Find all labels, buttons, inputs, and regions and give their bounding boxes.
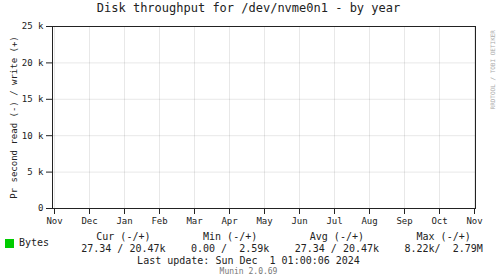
html-text:Last update: Sun Dec 1 01:00:0: Last update: Sun Dec 1 01:00:06 2024 <box>137 255 360 266</box>
svg-text:Jan: Jan <box>116 216 132 226</box>
svg-text:10 k: 10 k <box>22 131 44 141</box>
html-text:Disk throughput for /dev/nvme0: Disk throughput for /dev/nvme0n1 - by ye… <box>96 1 401 15</box>
svg-text:Jul: Jul <box>326 216 342 226</box>
svg-text:20 k: 20 k <box>22 58 44 68</box>
svg-text:Feb: Feb <box>151 216 167 226</box>
html-text:8.22k/ 2.79M: 8.22k/ 2.79M <box>404 243 483 254</box>
svg-text:Nov: Nov <box>46 216 62 226</box>
html-text:Cur (-/+): Cur (-/+) <box>96 231 151 242</box>
html-text:Min (-/+): Min (-/+) <box>203 231 258 242</box>
html-text:RRDTOOL / TOBI OETIKER: RRDTOOL / TOBI OETIKER <box>489 30 496 110</box>
html-text:Munin 2.0.69: Munin 2.0.69 <box>219 267 278 276</box>
svg-text:0: 0 <box>38 203 43 213</box>
svg-text:Jun: Jun <box>291 216 307 226</box>
svg-text:5 k: 5 k <box>27 167 44 177</box>
svg-text:Apr: Apr <box>221 216 238 226</box>
html-text:27.34 / 20.47k: 27.34 / 20.47k <box>294 243 379 254</box>
html-text:27.34 / 20.47k: 27.34 / 20.47k <box>81 243 166 254</box>
html-text:Avg (-/+): Avg (-/+) <box>309 231 364 242</box>
svg-text:Pr second read (-) / write (+): Pr second read (-) / write (+) <box>9 36 19 199</box>
html-text:Max (-/+): Max (-/+) <box>416 231 471 242</box>
svg-text:May: May <box>256 216 273 226</box>
svg-text:Nov: Nov <box>466 216 482 226</box>
svg-text:15 k: 15 k <box>22 94 44 104</box>
svg-text:Aug: Aug <box>361 216 377 226</box>
svg-text:Sep: Sep <box>396 216 412 226</box>
svg-text:Oct: Oct <box>431 216 447 226</box>
svg-text:25 k: 25 k <box>22 21 44 31</box>
svg-text:Dec: Dec <box>81 216 97 226</box>
html-text:0.00 / 2.59k: 0.00 / 2.59k <box>191 243 270 254</box>
svg-text:Mar: Mar <box>186 216 203 226</box>
html-text:Bytes: Bytes <box>19 237 50 248</box>
